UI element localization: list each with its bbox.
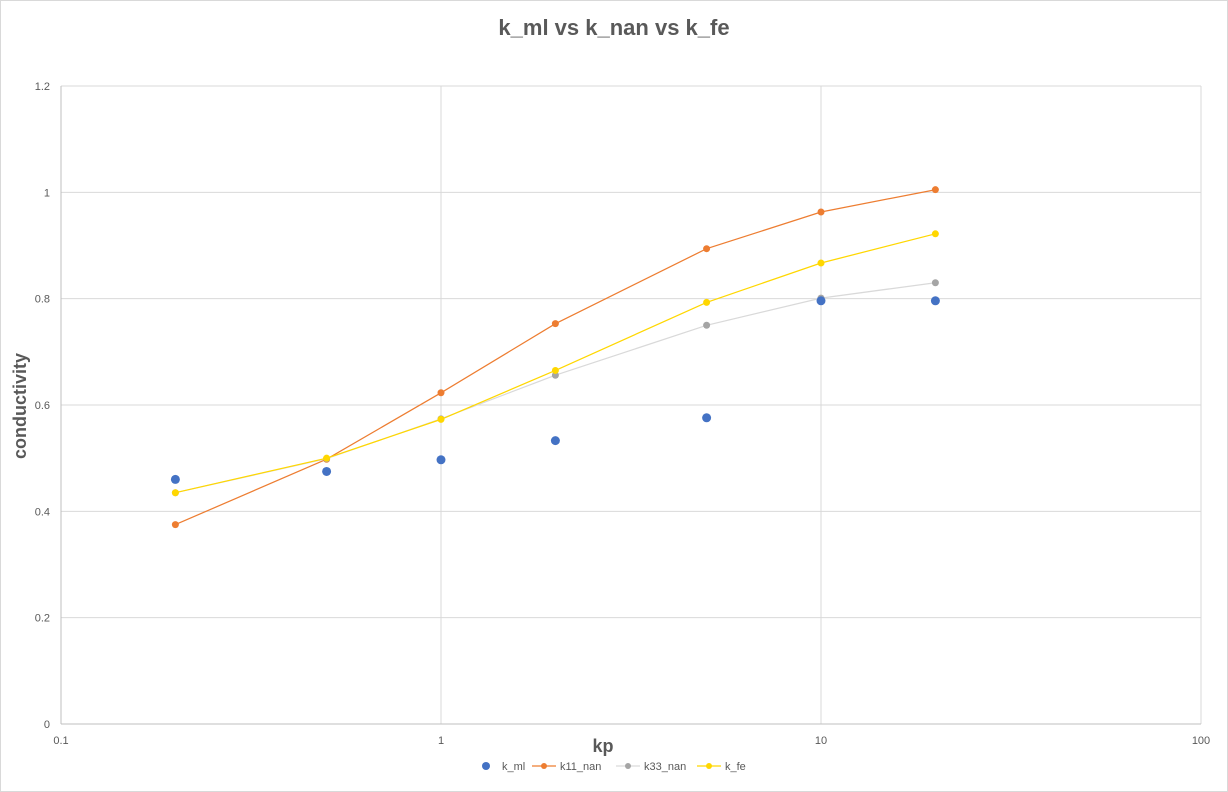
data-point	[551, 371, 559, 379]
series-layer	[170, 186, 940, 529]
data-point	[816, 296, 826, 306]
series-k33_nan	[171, 279, 939, 497]
data-point	[551, 366, 559, 374]
series-k_fe	[171, 230, 939, 497]
x-tick-label: 100	[1192, 735, 1210, 747]
data-point	[171, 521, 179, 529]
y-tick-label: 0.2	[35, 613, 50, 625]
data-point	[817, 259, 825, 267]
legend-label: k11_nan	[560, 761, 601, 773]
data-point	[703, 321, 711, 329]
data-point	[931, 230, 939, 238]
legend-label: k33_nan	[644, 761, 686, 773]
data-point	[703, 245, 711, 253]
series-k_ml	[170, 296, 940, 484]
legend-marker	[706, 763, 712, 769]
data-point	[322, 466, 332, 476]
data-point	[550, 436, 560, 446]
data-point	[323, 454, 331, 462]
chart-title: k_ml vs k_nan vs k_fe	[498, 15, 730, 40]
legend-item-k11_nan: k11_nan	[532, 761, 601, 773]
data-point	[171, 489, 179, 497]
data-point	[817, 208, 825, 216]
y-tick-label: 0.8	[35, 294, 50, 306]
data-point	[170, 474, 180, 484]
series-k11_nan	[171, 186, 939, 529]
legend-label: k_ml	[502, 761, 525, 773]
legend-marker	[482, 762, 490, 770]
legend-label: k_fe	[725, 761, 746, 773]
legend-item-k33_nan: k33_nan	[616, 761, 686, 773]
x-tick-label: 1	[438, 735, 444, 747]
x-axis-title: kp	[592, 736, 613, 756]
data-point	[931, 279, 939, 287]
x-tick-label: 10	[815, 735, 827, 747]
tick-labels: 0 0.2 0.4 0.6 0.8 1 1.2 0.1 1 10 100	[35, 81, 1210, 747]
data-point	[437, 415, 445, 423]
x-tick-label: 0.1	[53, 735, 68, 747]
y-tick-label: 0.6	[35, 400, 50, 412]
grid-lines	[60, 85, 1202, 725]
data-point	[931, 186, 939, 194]
legend-item-k_fe: k_fe	[697, 761, 746, 773]
data-point	[930, 296, 940, 306]
y-tick-label: 1	[44, 187, 50, 199]
legend-item-k_ml: k_ml	[482, 761, 525, 773]
y-axis-title: conductivity	[10, 353, 30, 459]
legend: k_ml k11_nan k33_nan k_fe	[482, 761, 746, 773]
data-point	[437, 389, 445, 397]
y-tick-label: 0.4	[35, 506, 50, 518]
data-point	[551, 320, 559, 328]
legend-marker	[541, 763, 547, 769]
legend-marker	[625, 763, 631, 769]
y-tick-label: 0	[44, 719, 50, 731]
y-tick-label: 1.2	[35, 81, 50, 93]
data-point	[436, 455, 446, 465]
data-point	[703, 298, 711, 306]
data-point	[702, 413, 712, 423]
